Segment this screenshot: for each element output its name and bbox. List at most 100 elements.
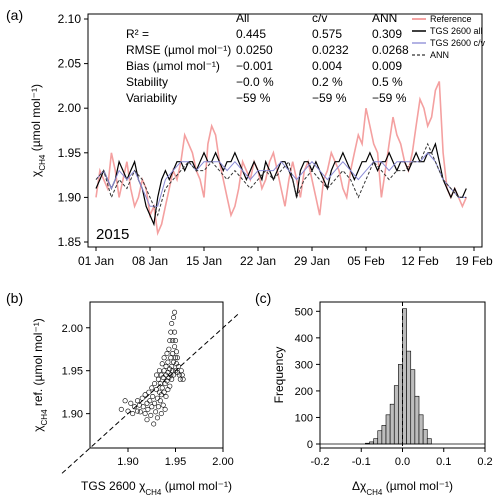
- panel-b-label: (b): [6, 290, 23, 306]
- legend-label: TGS 2600 c/v: [430, 38, 486, 48]
- scatter-point: [172, 309, 178, 315]
- scatter-point: [160, 402, 166, 408]
- scatter-point: [157, 381, 163, 387]
- histogram-bar: [406, 350, 412, 445]
- histogram-bar: [373, 438, 379, 445]
- scatter-point: [135, 398, 141, 404]
- legend-label: TGS 2600 all: [430, 26, 483, 36]
- scatter-point: [169, 320, 175, 326]
- y-tick-label: 1.90: [62, 409, 83, 421]
- scatter-point: [161, 389, 167, 395]
- scatter-point: [156, 368, 162, 374]
- x-tick-label: 12 Feb: [401, 254, 439, 268]
- x-tick-label: 29 Jan: [294, 254, 330, 268]
- x-tick-label: 08 Jan: [132, 254, 168, 268]
- legend: Reference TGS 2600 all TGS 2600 c/v ANN: [412, 14, 486, 60]
- x-axis-label: TGS 2600 χCH4 (µmol mol⁻¹): [81, 479, 232, 497]
- y-tick-label: 500: [295, 306, 313, 318]
- scatter-point: [160, 375, 166, 381]
- scatter-point: [152, 400, 158, 406]
- histogram-bar: [385, 414, 391, 445]
- y-tick-label: 2.05: [58, 57, 82, 71]
- stats-row-label: R² =: [126, 27, 149, 41]
- stats-value: 0.2 %: [312, 75, 343, 89]
- x-tick-label: 22 Jan: [240, 254, 276, 268]
- y-tick-label: 300: [295, 359, 313, 371]
- x-tick-label: -0.2: [311, 456, 330, 468]
- y-tick-label: 0: [307, 439, 313, 451]
- x-tick-label: -0.1: [352, 456, 371, 468]
- stats-header: c/v: [312, 11, 327, 25]
- scatter-point: [144, 417, 150, 423]
- stats-row-label: Bias (µmol mol⁻¹): [126, 59, 220, 73]
- scatter-point: [146, 389, 152, 395]
- x-tick-label: 01 Jan: [78, 254, 114, 268]
- histogram-bar: [422, 429, 428, 445]
- scatter-point: [171, 359, 177, 365]
- scatter-point: [147, 398, 153, 404]
- y-tick-label: 400: [295, 333, 313, 345]
- stats-value: −0.0 %: [236, 75, 274, 89]
- scatter-point: [128, 400, 134, 406]
- stats-value: 0.5 %: [372, 75, 403, 89]
- histogram-bar: [402, 308, 407, 445]
- x-tick-label: 0.1: [436, 456, 451, 468]
- y-tick-label: 1.95: [62, 366, 83, 378]
- scatter-point: [158, 392, 164, 398]
- scatter-point: [168, 329, 174, 335]
- stats-value: 0.009: [372, 59, 402, 73]
- stats-header: ANN: [372, 11, 397, 25]
- histogram-bar: [426, 438, 432, 445]
- scatter-point: [154, 387, 160, 393]
- x-tick-label: 2.00: [212, 456, 233, 468]
- y-axis-label: χCH4 (µmol mol⁻¹): [29, 84, 47, 177]
- stats-value: −0.001: [236, 59, 273, 73]
- y-tick-label: 1.85: [58, 235, 82, 249]
- y-tick-label: 2.00: [58, 101, 82, 115]
- scatter-point: [168, 355, 174, 361]
- scatter-point: [125, 408, 131, 414]
- scatter-point: [144, 400, 150, 406]
- legend-label: ANN: [430, 50, 449, 60]
- stats-value: 0.0232: [312, 43, 349, 57]
- legend-label: Reference: [430, 14, 472, 24]
- histogram-bar: [377, 430, 383, 445]
- scatter-point: [171, 372, 177, 378]
- scatter-point: [149, 385, 155, 391]
- scatter-point: [132, 404, 138, 410]
- scatter-point: [163, 393, 169, 399]
- scatter-point: [180, 376, 186, 382]
- y-tick-label: 1.90: [58, 190, 82, 204]
- scatter-point: [165, 387, 171, 393]
- scatter-point: [118, 406, 124, 412]
- y-tick-label: 1.95: [58, 146, 82, 160]
- histogram-bar: [393, 385, 399, 445]
- series-ann: [95, 142, 467, 217]
- y-axis-label: Frequency: [272, 347, 286, 404]
- histogram-bar: [389, 403, 395, 445]
- x-tick-label: 1.95: [165, 456, 186, 468]
- scatter-point: [166, 346, 172, 352]
- scatter-point: [173, 338, 179, 344]
- x-tick-label: 1.90: [117, 456, 138, 468]
- stats-value: 0.445: [236, 27, 266, 41]
- scatter-point: [167, 338, 173, 344]
- scatter-point: [150, 393, 156, 399]
- histogram-bar: [418, 414, 424, 445]
- y-tick-label: 2.10: [58, 12, 82, 26]
- scatter-point: [148, 412, 154, 418]
- scatter-point: [130, 411, 136, 417]
- panel-a-label: (a): [6, 7, 23, 23]
- scatter-point: [157, 398, 163, 404]
- stats-row-label: Variability: [126, 91, 177, 105]
- stats-value: −59 %: [372, 91, 407, 105]
- scatter-point: [155, 404, 161, 410]
- scatter-point: [165, 359, 171, 365]
- histogram-bar: [410, 369, 416, 445]
- stats-value: −59 %: [312, 91, 347, 105]
- y-tick-label: 2.00: [62, 323, 83, 335]
- x-tick-label: 0.2: [477, 456, 492, 468]
- y-axis-label: χCH4 ref. (µmol mol⁻¹): [31, 318, 49, 432]
- scatter-point: [174, 349, 180, 355]
- x-tick-label: 0.0: [395, 456, 410, 468]
